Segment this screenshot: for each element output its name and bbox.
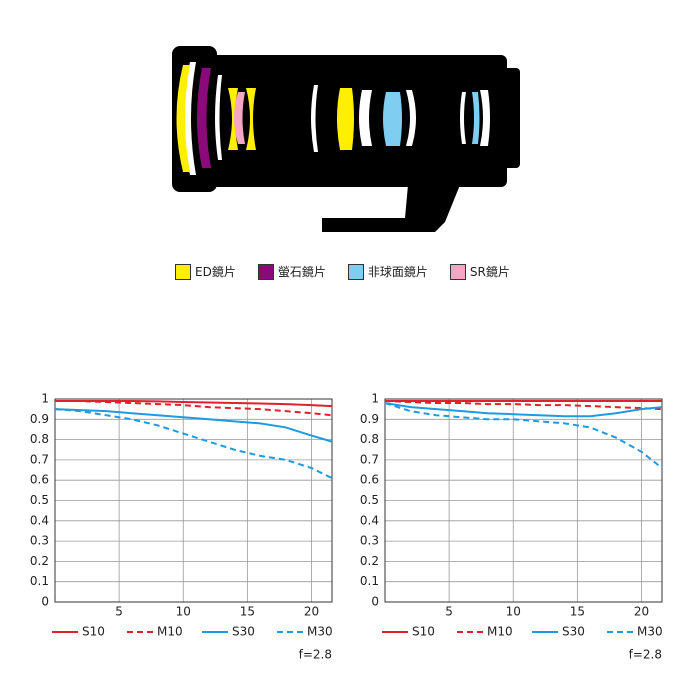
y-tick-label: 0.5 xyxy=(360,493,379,507)
y-tick-label: 0.1 xyxy=(30,574,49,588)
legend-swatch xyxy=(257,263,274,280)
y-tick-label: 0.4 xyxy=(360,513,379,527)
y-tick-label: 0.1 xyxy=(360,574,379,588)
lens-legend: ED鏡片 螢石鏡片 非球面鏡片 SR鏡片 xyxy=(175,263,510,280)
y-tick-label: 0 xyxy=(371,595,379,609)
legend-label: S10 xyxy=(412,625,435,639)
plot-frame xyxy=(54,398,333,603)
y-tick-label: 0.3 xyxy=(30,534,49,548)
series-line xyxy=(384,402,663,469)
legend-item: ED鏡片 xyxy=(175,263,236,280)
y-tick-label: 1 xyxy=(41,392,49,406)
y-tick-label: 0.9 xyxy=(360,412,379,426)
legend-label: 非球面鏡片 xyxy=(367,265,428,279)
x-tick-label: 20 xyxy=(304,605,319,619)
y-tick-label: 0.4 xyxy=(30,513,49,527)
x-tick-label: 15 xyxy=(240,605,255,619)
legend-item: SR鏡片 xyxy=(449,263,510,280)
y-tick-label: 0.5 xyxy=(30,493,49,507)
x-tick-label: 5 xyxy=(445,605,453,619)
legend-label: M30 xyxy=(307,625,333,639)
legend-swatch xyxy=(175,263,191,280)
legend-swatch xyxy=(449,263,466,280)
x-tick-label: 15 xyxy=(570,605,585,619)
series-line xyxy=(55,400,333,417)
x-tick-label: 10 xyxy=(506,605,521,619)
series-line xyxy=(54,408,333,480)
chart-note: f=2.8 xyxy=(629,648,662,662)
legend-item: 螢石鏡片 xyxy=(257,263,326,280)
series-line xyxy=(55,400,333,408)
y-tick-label: 0.2 xyxy=(360,554,379,568)
legend-swatch xyxy=(347,263,364,280)
legend-label: S30 xyxy=(562,625,585,639)
series-line xyxy=(384,402,663,418)
legend-label: M30 xyxy=(637,625,663,639)
legend-label: M10 xyxy=(157,625,183,639)
x-tick-label: 20 xyxy=(634,605,649,619)
y-tick-label: 0.6 xyxy=(360,473,379,487)
y-tick-label: 0.9 xyxy=(30,412,49,426)
series-line xyxy=(384,400,663,411)
y-tick-label: 0 xyxy=(41,595,49,609)
y-tick-label: 0.3 xyxy=(360,534,379,548)
y-tick-label: 0.8 xyxy=(30,432,49,446)
legend-item: 非球面鏡片 xyxy=(347,263,428,280)
x-tick-label: 5 xyxy=(115,605,123,619)
legend-label: ED鏡片 xyxy=(195,265,236,279)
plot-frame xyxy=(384,398,663,603)
series-line xyxy=(54,408,333,443)
y-tick-label: 0.8 xyxy=(360,432,379,446)
legend-label: SR鏡片 xyxy=(469,265,510,279)
legend-label: 螢石鏡片 xyxy=(277,265,326,279)
y-tick-label: 0.2 xyxy=(30,554,49,568)
y-tick-label: 0.7 xyxy=(360,452,379,466)
y-tick-label: 1 xyxy=(371,392,379,406)
y-tick-label: 0.7 xyxy=(30,452,49,466)
legend-label: S10 xyxy=(82,625,105,639)
chart-note: f=2.8 xyxy=(299,648,332,662)
legend-label: M10 xyxy=(487,625,513,639)
x-tick-label: 10 xyxy=(176,605,191,619)
y-tick-label: 0.6 xyxy=(30,473,49,487)
lens-diagram xyxy=(172,46,520,232)
legend-label: S30 xyxy=(232,625,255,639)
